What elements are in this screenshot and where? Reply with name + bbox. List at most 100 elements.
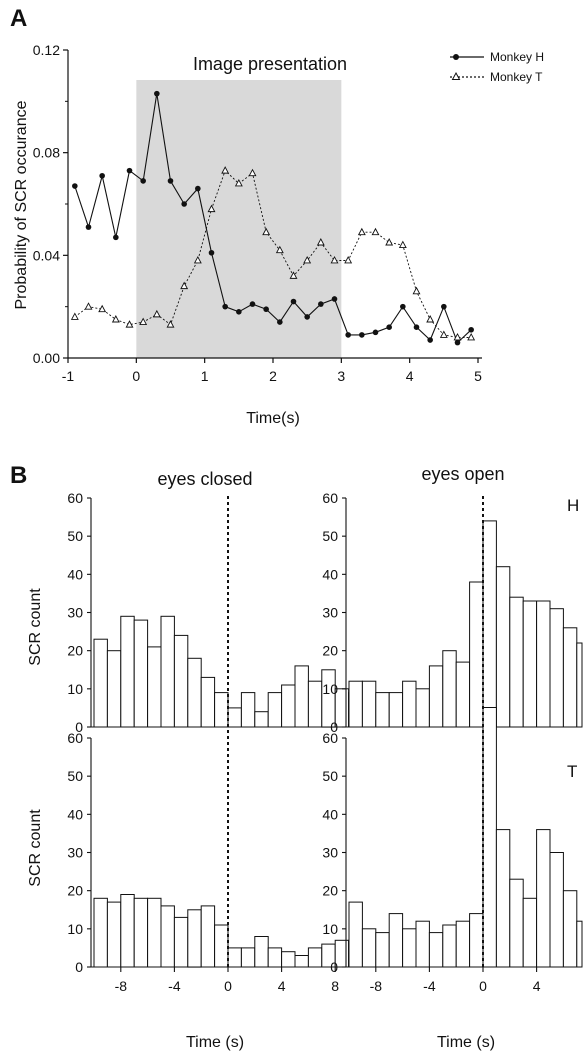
histogram-bar-h-eyes-closed xyxy=(267,692,283,728)
histogram-ytick-label: 50 xyxy=(67,528,83,544)
histogram-bar-t-eyes-open xyxy=(482,707,497,968)
histogram-ytick-label: 0 xyxy=(75,959,83,975)
monkey-h-point xyxy=(345,332,351,338)
monkey-h-point xyxy=(195,185,201,192)
histogram-bar-t-eyes-closed xyxy=(254,936,269,968)
panel-b-letter: B xyxy=(10,462,27,489)
monkey-h-point xyxy=(263,306,269,313)
histogram-bar-t-eyes-open xyxy=(495,829,511,968)
histogram-bar-h-eyes-closed xyxy=(200,676,216,728)
histogram-bar-h-eyes-open xyxy=(442,650,457,728)
monkey-h-point xyxy=(154,90,160,97)
panel-b-ylabel-bottom: SCR count xyxy=(27,809,44,887)
histogram-bar-t-eyes-open xyxy=(549,852,564,968)
histogram-ytick-label: 10 xyxy=(67,921,83,937)
panel-a-letter: A xyxy=(10,5,27,32)
panel-a-ytick-label: 0.00 xyxy=(33,350,60,366)
histogram-bar-h-eyes-closed xyxy=(147,646,162,728)
histogram-bar-h-eyes-closed xyxy=(281,684,296,728)
monkey-t-point xyxy=(439,330,448,338)
histogram-bar-h-eyes-closed xyxy=(133,619,149,728)
histogram-bar-h-eyes-open xyxy=(415,688,430,728)
monkey-h-point xyxy=(359,332,365,338)
monkey-t-point xyxy=(234,179,243,187)
histogram-xtick-label: -4 xyxy=(168,978,181,994)
panel-a-xtick-label: 2 xyxy=(269,368,277,384)
histogram-xtick-label: -8 xyxy=(115,978,128,994)
monkey-h-point xyxy=(113,234,119,241)
monkey-h-point xyxy=(290,298,297,305)
histogram-ytick-label: 60 xyxy=(67,490,83,506)
histogram-xtick-label: 8 xyxy=(331,978,339,994)
monkey-h-point xyxy=(413,324,420,331)
panel-a-xtick-label: -1 xyxy=(62,368,75,384)
histogram-xtick-label: 4 xyxy=(278,978,286,994)
histogram-bar-h-eyes-open xyxy=(388,692,404,728)
panel-b-ylabel-top: SCR count xyxy=(27,588,44,666)
histogram-bar-t-eyes-closed xyxy=(200,905,216,968)
panel-b-xlabel-left: Time (s) xyxy=(186,1034,244,1051)
histogram-bar-h-eyes-closed xyxy=(106,650,122,728)
condition-label-eyes-closed: eyes closed xyxy=(157,469,252,489)
histogram-bar-t-eyes-closed xyxy=(214,924,229,968)
monkey-t-point xyxy=(453,333,462,341)
panel-a-xlabel: Time(s) xyxy=(246,410,300,427)
histogram-bar-h-eyes-closed xyxy=(120,615,135,728)
histogram-xtick-label: -4 xyxy=(423,978,436,994)
monkey-h-point xyxy=(167,178,174,184)
image-presentation-label: Image presentation xyxy=(193,54,347,74)
monkey-t-point xyxy=(385,238,394,246)
histogram-bar-t-eyes-open xyxy=(442,924,457,968)
histogram-ytick-label: 60 xyxy=(322,490,338,506)
monkey-h-point xyxy=(236,309,242,315)
histogram-ytick-label: 30 xyxy=(322,845,338,861)
histogram-bar-h-eyes-closed xyxy=(160,615,175,728)
monkey-label-h: H xyxy=(567,496,579,515)
histogram-bar-t-eyes-open xyxy=(522,897,538,968)
legend-label-monkey-t: Monkey T xyxy=(490,70,543,84)
panel-b-xlabel-right: Time (s) xyxy=(437,1034,495,1051)
monkey-label-t: T xyxy=(567,762,577,781)
panel-a-xtick-label: 5 xyxy=(474,368,482,384)
monkey-h-point xyxy=(304,314,310,320)
histogram-bar-t-eyes-closed xyxy=(93,897,108,968)
monkey-h-point xyxy=(386,324,392,331)
histogram-ytick-label: 10 xyxy=(67,681,83,697)
panel-a-ylabel: Probability of SCR occurance xyxy=(13,100,30,309)
histogram-bar-h-eyes-open xyxy=(482,520,497,728)
histogram-bar-t-eyes-open xyxy=(375,932,390,968)
histogram-bar-h-eyes-closed xyxy=(227,707,242,728)
histogram-bar-t-eyes-open xyxy=(509,878,524,968)
legend-label-monkey-h: Monkey H xyxy=(490,50,544,64)
histogram-bar-t-eyes-open xyxy=(536,829,551,968)
histogram-bar-h-eyes-open xyxy=(455,661,471,728)
histogram-bar-t-eyes-open xyxy=(562,890,578,968)
histogram-ytick-label: 10 xyxy=(322,681,338,697)
monkey-h-point xyxy=(318,301,324,307)
panel-a-ytick-label: 0.08 xyxy=(33,145,60,161)
histogram-bar-t-eyes-closed xyxy=(227,947,242,968)
monkey-h-point xyxy=(372,329,379,336)
histogram-bar-t-eyes-closed xyxy=(133,897,149,968)
monkey-t-point xyxy=(139,317,148,326)
histogram-ytick-label: 40 xyxy=(67,566,83,582)
histogram-bar-h-eyes-open xyxy=(509,596,524,728)
histogram-bar-t-eyes-closed xyxy=(160,905,175,968)
histogram-xtick-label: -8 xyxy=(370,978,383,994)
histogram-ytick-label: 20 xyxy=(67,643,83,659)
monkey-h-point xyxy=(331,296,338,302)
histogram-bar-t-eyes-closed xyxy=(173,916,189,968)
histogram-bar-t-eyes-open xyxy=(388,913,404,968)
monkey-t-point xyxy=(467,333,476,341)
histogram-bar-h-eyes-closed xyxy=(254,711,269,728)
monkey-t-point xyxy=(111,315,120,323)
histogram-bar-t-eyes-open xyxy=(428,932,444,968)
panel-b-chart: 010203040506001020304050600102030405060-… xyxy=(67,490,583,994)
monkey-t-point xyxy=(207,204,216,213)
histogram-ytick-label: 0 xyxy=(75,719,83,735)
monkey-t-point xyxy=(180,281,189,290)
histogram-bar-h-eyes-closed xyxy=(307,680,323,728)
histogram-bar-t-eyes-closed xyxy=(187,909,202,968)
histogram-bar-t-eyes-open xyxy=(402,928,417,968)
